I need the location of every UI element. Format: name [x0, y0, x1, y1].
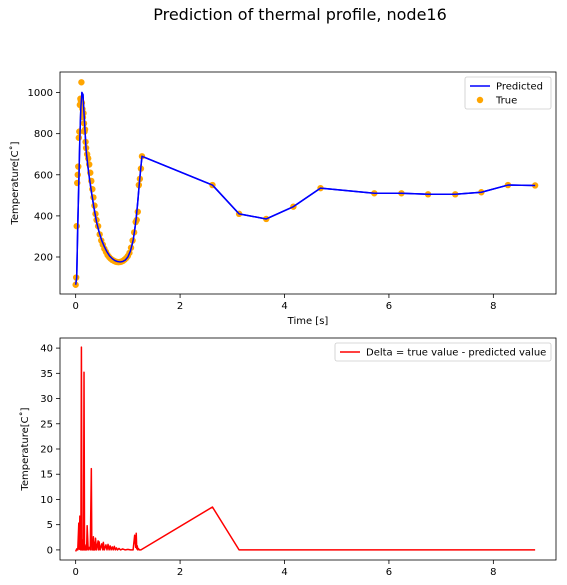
x-axis-label: Time [s] — [287, 316, 329, 327]
y-axis-label: Temperature[C˚] — [9, 141, 21, 225]
legend-box — [464, 76, 552, 110]
y-tick-label: 1000 — [28, 88, 53, 99]
y-tick-label: 35 — [40, 369, 53, 380]
legend-entry: Predicted — [496, 82, 543, 93]
y-tick-label: 20 — [40, 445, 53, 456]
y-tick-label: 15 — [40, 470, 53, 481]
x-tick-label: 4 — [281, 301, 287, 312]
x-tick-label: 6 — [386, 301, 392, 312]
series-line — [74, 346, 536, 552]
scatter-point — [73, 222, 80, 230]
scatter-point — [134, 208, 141, 215]
scatter-point — [74, 171, 81, 178]
legend-entry: True — [495, 96, 517, 107]
legend: Delta = true value - predicted value — [334, 342, 552, 362]
x-tick-label: 8 — [490, 567, 496, 578]
top-chart: 0 2 4 6 8 200 400 600 800 1000 Time [s] Temperature… — [9, 71, 557, 327]
scatter-point — [75, 134, 83, 141]
y-tick-label: 5 — [47, 520, 53, 531]
x-tick-label: 0 — [72, 301, 78, 312]
plot-frame — [59, 71, 557, 295]
y-tick-label: 400 — [34, 211, 53, 222]
scatter-point — [75, 163, 82, 170]
bottom-chart: 0 2 4 6 8 0 5 10 15 20 25 30 35 40 Temperature[C˚] Delt… — [19, 337, 557, 578]
series-line — [74, 91, 536, 285]
x-tick-label: 4 — [281, 567, 287, 578]
series-line-overlay — [74, 91, 536, 285]
y-tick-label: 800 — [34, 129, 53, 140]
y-tick-label: 25 — [40, 419, 53, 430]
figure-title: Prediction of thermal profile, node16 — [153, 5, 447, 24]
x-tick-label: 6 — [386, 567, 392, 578]
x-tick-label: 2 — [177, 567, 183, 578]
x-tick-label: 2 — [177, 301, 183, 312]
y-tick-label: 200 — [34, 253, 53, 264]
y-tick-label: 10 — [40, 495, 53, 506]
legend-box — [334, 342, 552, 362]
scatter-series — [72, 79, 539, 288]
scatter-point — [84, 155, 92, 162]
y-tick-label: 30 — [40, 394, 53, 405]
y-tick-label: 600 — [34, 170, 53, 181]
x-tick-label: 0 — [72, 567, 78, 578]
scatter-point — [78, 79, 85, 86]
legend: Predicted True — [464, 76, 552, 110]
legend-marker-swatch — [476, 96, 484, 104]
y-axis-label: Temperature[C˚] — [19, 407, 31, 491]
plot-frame — [59, 337, 557, 561]
x-tick-label: 8 — [490, 301, 496, 312]
legend-entry: Delta = true value - predicted value — [366, 348, 546, 359]
y-tick-label: 40 — [40, 344, 53, 355]
y-tick-label: 0 — [47, 545, 53, 556]
